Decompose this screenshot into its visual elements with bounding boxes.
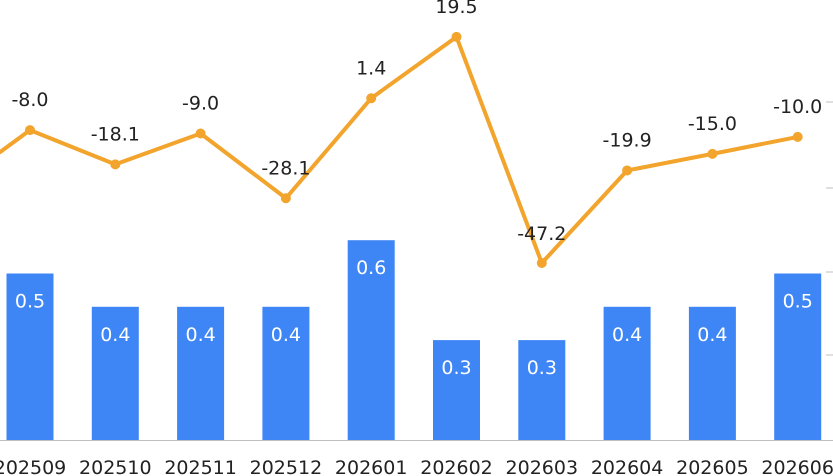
line-point-202510 (110, 159, 121, 170)
line-point-202604 (622, 165, 633, 176)
x-tick-202601: 202601 (335, 457, 408, 476)
line-label-202512: -28.1 (261, 157, 310, 179)
bar-202603 (518, 340, 566, 440)
x-tick-202604: 202604 (591, 457, 664, 476)
line-point-202603 (536, 258, 547, 269)
line-label-202604: -19.9 (603, 129, 652, 151)
label-layer: 0.5 0.4 0.4 0.4 0.6 0.3 0.3 0.4 0.4 0.5 -8.0 -18.1 -… (11, 0, 822, 379)
bar-label-202602: 0.3 (441, 357, 471, 379)
line-label-202605: -15.0 (688, 113, 737, 135)
bar-202601 (347, 240, 395, 440)
axis-layer: 202509 202510 202511 202512 202601 202602 2026… (0, 101, 833, 476)
line-label-202602: 19.5 (435, 0, 477, 18)
bar-202509 (6, 273, 54, 440)
bar-202604 (603, 306, 651, 440)
bar-layer (6, 240, 822, 440)
bar-label-202603: 0.3 (527, 357, 557, 379)
bar-202511 (177, 306, 225, 440)
bar-label-202604: 0.4 (612, 324, 642, 346)
x-tick-202510: 202510 (79, 457, 152, 476)
line-label-202603: -47.2 (517, 223, 566, 245)
bar-202512 (262, 306, 310, 440)
x-tick-202512: 202512 (250, 457, 323, 476)
line-point-202601 (366, 93, 377, 104)
line-label-202601: 1.4 (356, 57, 386, 79)
line-point-202509 (25, 125, 35, 136)
line-label-202510: -18.1 (91, 123, 140, 145)
x-tick-202603: 202603 (506, 457, 579, 476)
x-tick-202606: 202606 (761, 457, 833, 476)
bar-202602 (433, 340, 480, 440)
x-tick-202511: 202511 (164, 457, 237, 476)
line-point-202602 (451, 31, 462, 42)
line-label-202511: -9.0 (182, 93, 219, 115)
bar-label-202606: 0.5 (783, 291, 813, 313)
line-label-202509: -8.0 (11, 89, 48, 111)
bar-label-202605: 0.4 (697, 324, 727, 346)
x-tick-202602: 202602 (420, 457, 493, 476)
line-point-202512 (280, 193, 291, 204)
x-tick-202509: 202509 (0, 457, 66, 476)
bar-label-202510: 0.4 (100, 324, 130, 346)
line-series (0, 34, 800, 266)
x-tick-202605: 202605 (676, 457, 749, 476)
bar-202605 (688, 306, 736, 440)
bar-202606 (774, 273, 822, 440)
bar-label-202509: 0.5 (15, 291, 45, 313)
bar-label-202511: 0.4 (185, 324, 215, 346)
bar-label-202512: 0.4 (271, 324, 301, 346)
bar-label-202601: 0.6 (356, 257, 386, 279)
line-layer (0, 31, 803, 269)
line-point-202605 (707, 148, 718, 159)
bar-202510 (91, 306, 139, 440)
line-label-202606: -10.0 (773, 96, 822, 118)
line-point-202511 (195, 128, 206, 139)
line-point-202606 (792, 131, 803, 142)
